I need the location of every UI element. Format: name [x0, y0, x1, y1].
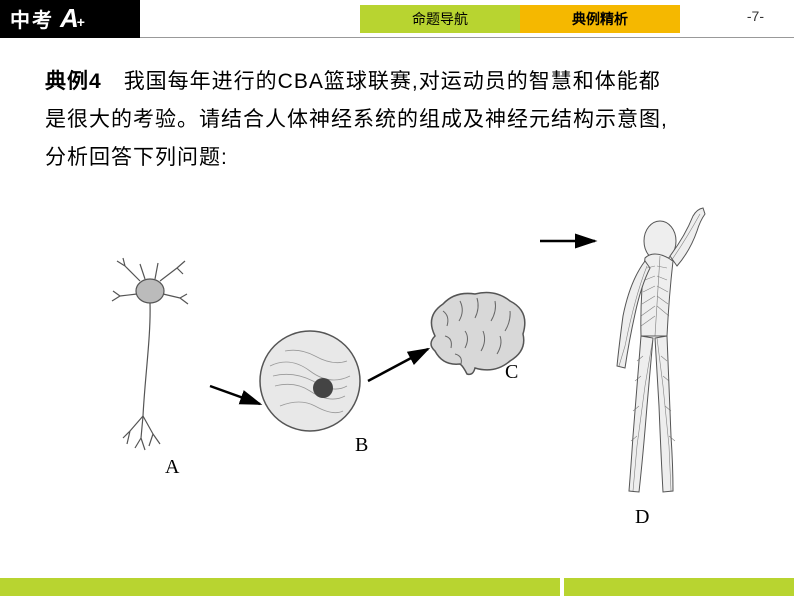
tab-nav-guide[interactable]: 命题导航: [360, 5, 520, 33]
tab-row: 命题导航 典例精析: [360, 5, 680, 33]
label-b: B: [355, 434, 368, 457]
label-c: C: [505, 361, 518, 384]
human-body-icon: [555, 206, 735, 511]
content-area: 典例4 我国每年进行的CBA篮球联赛,对运动员的智慧和体能都 是很大的考验。请结…: [0, 38, 794, 536]
footer-green-1: [0, 578, 560, 596]
arrow-c-to-d: [535, 231, 605, 251]
text-1: 我国每年进行的CBA篮球联赛,对运动员的智慧和体能都: [124, 70, 661, 93]
logo-block: 中考 A +: [0, 0, 140, 38]
page-number: -7-: [747, 8, 764, 24]
header-bar: 中考 A + 命题导航 典例精析 -7-: [0, 0, 794, 38]
tab-examples[interactable]: 典例精析: [520, 5, 680, 33]
label-a: A: [165, 456, 179, 479]
arrow-b-to-c: [363, 341, 443, 391]
logo-aplus: A +: [60, 3, 85, 34]
text-2: 是很大的考验。请结合人体神经系统的组成及神经元结构示意图,: [45, 101, 749, 139]
neuron-icon: [105, 256, 205, 461]
logo-text: 中考: [10, 4, 54, 33]
text-3: 分析回答下列问题:: [45, 139, 749, 177]
question-text: 典例4 我国每年进行的CBA篮球联赛,对运动员的智慧和体能都: [45, 63, 749, 101]
arrow-a-to-b: [205, 376, 275, 426]
example-label: 典例4: [45, 70, 102, 93]
footer-green-2: [564, 578, 794, 596]
diagram-area: A B C D: [45, 196, 745, 536]
footer-bar: [0, 578, 794, 596]
logo-plus-sign: +: [77, 14, 85, 30]
label-d: D: [635, 506, 649, 529]
